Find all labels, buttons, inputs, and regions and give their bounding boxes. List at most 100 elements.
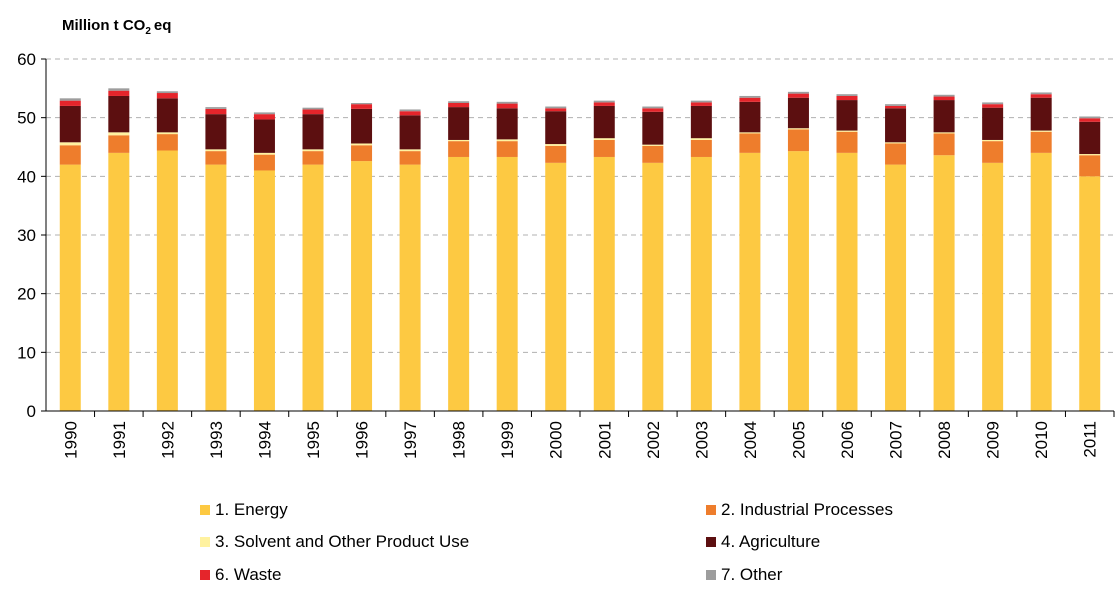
bar-segment — [1079, 116, 1101, 119]
bar-segment — [593, 105, 615, 139]
bar-segment — [351, 104, 373, 109]
bar-segment — [351, 161, 373, 411]
bar-segment — [982, 104, 1004, 108]
x-tick-label: 1992 — [158, 421, 177, 459]
bar-segment — [787, 129, 809, 152]
bar-segment — [593, 100, 615, 103]
bar-segment — [739, 101, 761, 133]
bar-segment — [253, 119, 275, 153]
bar-segment — [545, 111, 567, 145]
bar-segment — [933, 133, 955, 156]
bar-segment — [399, 109, 421, 112]
bar-segment — [351, 103, 373, 105]
legend-swatch — [200, 505, 210, 515]
bar-segment — [302, 151, 324, 165]
bar-segment — [690, 102, 712, 106]
bar-segment — [642, 111, 664, 145]
legend-label: 3. Solvent and Other Product Use — [215, 532, 469, 551]
x-tick-label: 1995 — [304, 421, 323, 459]
bar-segment — [1030, 152, 1052, 411]
bar-segment — [253, 152, 275, 155]
bar-segment — [351, 108, 373, 144]
bar-segment — [156, 98, 178, 133]
bar-segment — [545, 162, 567, 411]
y-tick-label: 0 — [27, 402, 36, 421]
bar-segment — [108, 135, 130, 153]
legend-label: 6. Waste — [215, 565, 281, 584]
bar-segment — [690, 138, 712, 140]
bar-segment — [1079, 176, 1101, 411]
bar-segment — [108, 95, 130, 133]
bar-segment — [302, 114, 324, 150]
bar-segment — [787, 91, 809, 94]
x-tick-label: 2000 — [547, 421, 566, 459]
x-tick-label: 1994 — [255, 421, 274, 459]
bar-segment — [739, 152, 761, 411]
x-tick-label: 1993 — [207, 421, 226, 459]
bar-segment — [399, 115, 421, 150]
bar-segment — [593, 138, 615, 140]
bar-segment — [933, 132, 955, 134]
bar-segment — [302, 164, 324, 411]
bar-segment — [302, 107, 324, 110]
bar-segment — [302, 149, 324, 152]
x-tick-label: 1991 — [110, 421, 129, 459]
gridlines — [46, 58, 1114, 353]
bar-segment — [593, 139, 615, 157]
bar-segment — [739, 95, 761, 98]
bar-segment — [448, 156, 470, 411]
bar-segment — [1030, 94, 1052, 98]
bar-segment — [593, 102, 615, 106]
bar-segment — [593, 156, 615, 411]
bar-segment — [59, 164, 81, 411]
x-tick-label: 2010 — [1032, 421, 1051, 459]
x-tick-label: 2002 — [644, 421, 663, 459]
bar-segment — [205, 164, 227, 411]
bar-segment — [351, 143, 373, 146]
bar-segment — [642, 108, 664, 112]
x-tick-label: 1997 — [401, 421, 420, 459]
axes — [41, 58, 1115, 417]
bar-segment — [496, 103, 518, 109]
bar-segment — [885, 142, 907, 144]
legend: 1. Energy 2. Industrial Processes 3. Solve… — [200, 500, 893, 584]
bar-segment — [399, 111, 421, 116]
bar-segment — [59, 105, 81, 143]
bar-segment — [156, 132, 178, 135]
y-axis-title-suffix: eq — [154, 17, 172, 34]
bar-segment — [885, 105, 907, 109]
bar-segment — [1079, 154, 1101, 156]
bar-segment — [690, 156, 712, 411]
bar-segment — [253, 114, 275, 120]
bar-segment — [982, 141, 1004, 163]
bar-segment — [1079, 121, 1101, 155]
x-tick-label: 2007 — [887, 421, 906, 459]
legend-label: 7. Other — [721, 565, 783, 584]
bar-segment — [205, 151, 227, 165]
bar-segment — [351, 145, 373, 162]
bar-segment — [690, 105, 712, 139]
bar-segment — [642, 162, 664, 411]
bar-segment — [982, 107, 1004, 140]
x-tick-label: 1996 — [353, 421, 372, 459]
x-tick-label: 2006 — [838, 421, 857, 459]
bar-segment — [1030, 97, 1052, 131]
bars — [59, 88, 1101, 412]
bar-segment — [205, 114, 227, 150]
y-axis-title-main: Million t CO — [62, 17, 146, 34]
bar-segment — [836, 100, 858, 131]
bar-segment — [982, 139, 1004, 142]
bar-segment — [156, 150, 178, 411]
bar-segment — [448, 107, 470, 140]
bar-segment — [205, 149, 227, 152]
y-axis-title-subscript: 2 — [145, 26, 151, 37]
x-tick-label: 1998 — [450, 421, 469, 459]
bar-segment — [205, 108, 227, 115]
bar-segment — [545, 106, 567, 109]
bar-segment — [690, 139, 712, 157]
bar-segment — [836, 152, 858, 411]
y-tick-label: 30 — [17, 226, 36, 245]
x-tick-label: 2004 — [741, 421, 760, 459]
bar-segment — [690, 100, 712, 103]
bar-segment — [787, 128, 809, 130]
